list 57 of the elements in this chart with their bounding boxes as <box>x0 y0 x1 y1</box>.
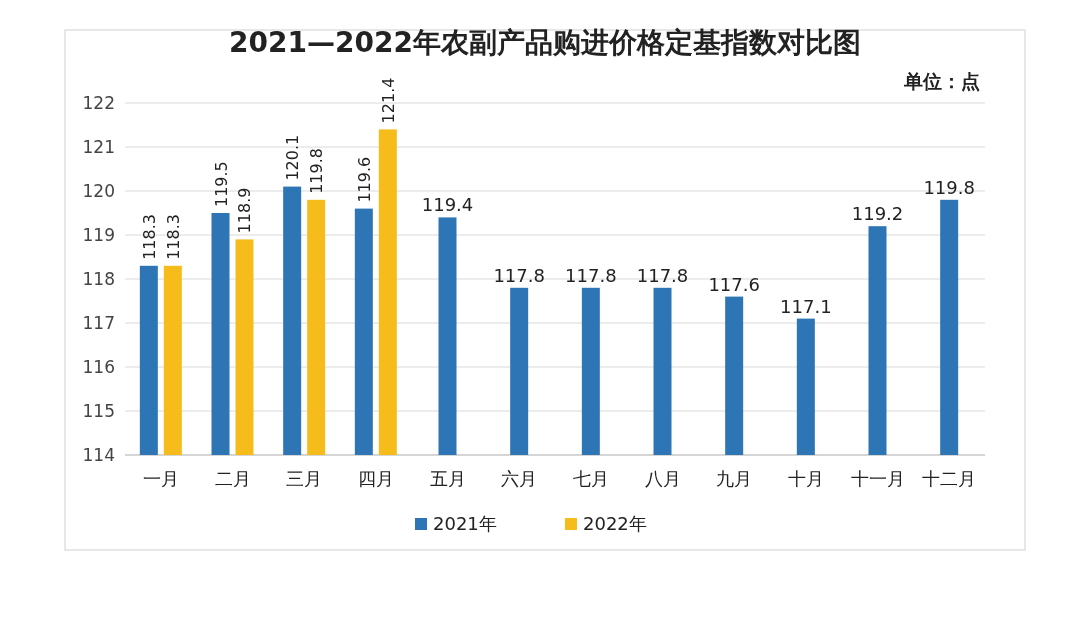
data-label: 118.3 <box>139 213 159 260</box>
bar: 120.1 <box>283 134 303 455</box>
bar: 117.6 <box>708 273 760 455</box>
x-tick-label: 八月 <box>644 468 681 489</box>
bar: 118.3 <box>163 214 183 455</box>
y-tick-label: 121 <box>82 137 115 157</box>
bar: 119.8 <box>307 148 327 455</box>
data-label: 117.8 <box>493 264 545 286</box>
bar: 119.2 <box>851 203 904 455</box>
x-tick-label: 四月 <box>357 468 394 489</box>
bar: 118.3 <box>139 214 159 455</box>
x-tick-label: 十月 <box>787 468 824 489</box>
x-tick-label: 二月 <box>214 468 251 489</box>
bar: 117.1 <box>780 295 832 455</box>
legend-label: 2022年 <box>583 513 647 534</box>
y-tick-label: 120 <box>82 181 115 201</box>
data-label: 119.4 <box>421 194 474 216</box>
legend-label: 2021年 <box>433 513 497 534</box>
bar: 117.8 <box>565 264 617 455</box>
x-tick-label: 十一月 <box>850 468 905 489</box>
y-tick-label: 114 <box>82 445 115 465</box>
x-tick-label: 五月 <box>429 468 466 489</box>
data-label: 117.8 <box>565 264 617 286</box>
y-tick-label: 119 <box>82 225 115 245</box>
data-label: 118.3 <box>163 213 183 260</box>
data-label: 119.6 <box>354 156 374 203</box>
x-tick-label: 一月 <box>142 468 179 489</box>
x-tick-label: 三月 <box>286 468 323 489</box>
y-tick-label: 122 <box>82 93 115 113</box>
data-label: 117.1 <box>780 295 832 317</box>
data-label: 117.8 <box>636 264 689 286</box>
data-label: 119.8 <box>923 176 975 198</box>
data-label: 118.9 <box>235 187 255 234</box>
bar: 119.8 <box>923 176 975 455</box>
y-tick-label: 117 <box>82 313 115 333</box>
bar: 117.8 <box>636 264 689 455</box>
x-tick-label: 十二月 <box>922 468 977 489</box>
bar: 117.8 <box>493 264 545 455</box>
y-tick-label: 115 <box>82 401 115 421</box>
data-label: 117.6 <box>708 273 760 295</box>
data-label: 119.2 <box>851 203 904 225</box>
text: 单位：点 <box>903 70 980 92</box>
data-label: 119.5 <box>211 161 231 207</box>
data-label: 120.1 <box>283 134 303 181</box>
bar: 119.6 <box>354 156 374 455</box>
data-label: 119.8 <box>307 147 327 194</box>
y-tick-label: 118 <box>82 269 115 289</box>
chart-title: 2021—2022年农副产品购进价格定基指数对比图 <box>229 26 861 59</box>
x-tick-label: 九月 <box>716 468 753 489</box>
x-tick-label: 六月 <box>501 468 538 489</box>
bar: 121.4 <box>378 77 398 455</box>
bar: 119.4 <box>421 194 474 455</box>
data-label: 121.4 <box>378 77 398 124</box>
bar: 119.5 <box>211 161 231 455</box>
y-tick-label: 116 <box>82 357 115 377</box>
bar: 118.9 <box>235 187 255 455</box>
x-tick-label: 七月 <box>572 468 609 489</box>
